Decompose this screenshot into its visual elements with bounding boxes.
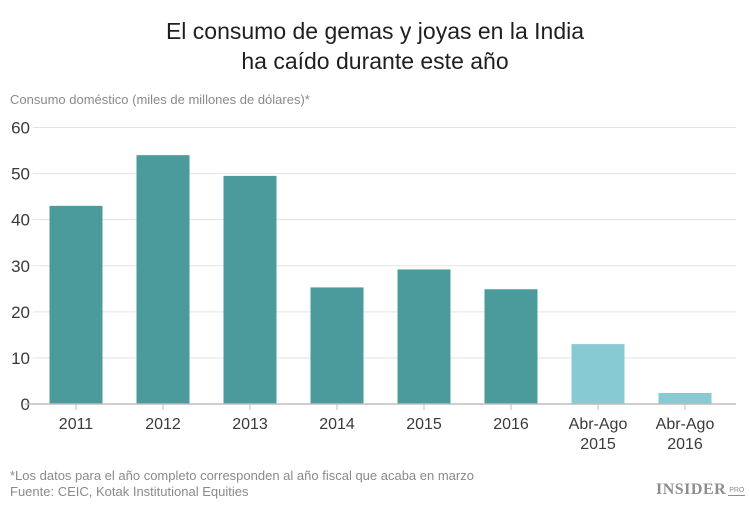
y-tick-label: 60	[11, 119, 30, 138]
bar	[397, 269, 451, 404]
x-tick-label: 2011	[59, 416, 94, 433]
bar	[658, 392, 712, 404]
logo-main-text: INSIDER	[656, 481, 727, 498]
x-tick-label: 2015	[580, 436, 616, 453]
x-tick-label: 2016	[667, 436, 703, 453]
footnote: *Los datos para el año completo correspo…	[10, 468, 474, 500]
y-tick-label: 30	[11, 257, 30, 276]
y-axis-label: Consumo doméstico (miles de millones de …	[10, 92, 310, 107]
y-axis-ticks: 0102030405060	[11, 119, 30, 415]
chart-title-line-1: El consumo de gemas y joyas en la India	[165, 18, 585, 44]
bar	[571, 344, 625, 404]
y-tick-label: 10	[11, 349, 30, 368]
bar-chart: 0102030405060 201120122013201420152016Ab…	[11, 119, 736, 453]
bar	[310, 287, 364, 404]
y-tick-label: 50	[11, 165, 30, 184]
bars	[49, 155, 712, 404]
bar	[223, 175, 277, 404]
chart-title: El consumo de gemas y joyas en la India …	[0, 16, 750, 76]
footnote-note: *Los datos para el año completo correspo…	[10, 468, 474, 483]
bar	[49, 205, 103, 404]
bar	[484, 289, 538, 404]
insider-pro-logo: INSIDER PRO	[656, 481, 746, 498]
x-tick-label: 2012	[145, 416, 181, 433]
logo-sub-text: PRO	[728, 487, 746, 496]
x-tick-label: 2016	[493, 416, 529, 433]
x-tick-label: Abr-Ago	[656, 416, 715, 433]
x-tick-label: 2014	[319, 416, 355, 433]
bar	[136, 155, 190, 404]
x-tick-label: 2013	[232, 416, 268, 433]
x-tick-label: 2015	[406, 416, 442, 433]
chart-title-line-2: ha caído durante este año	[241, 48, 509, 74]
y-tick-label: 40	[11, 211, 30, 230]
x-axis: 2011 2012 2013 2014 2015 2016 Abr-Ago 2015 Abr-A…	[25, 403, 736, 453]
y-tick-label: 20	[11, 303, 30, 322]
footnote-source: Fuente: CEIC, Kotak Institutional Equiti…	[10, 484, 249, 499]
x-tick-label: Abr-Ago	[569, 416, 628, 433]
